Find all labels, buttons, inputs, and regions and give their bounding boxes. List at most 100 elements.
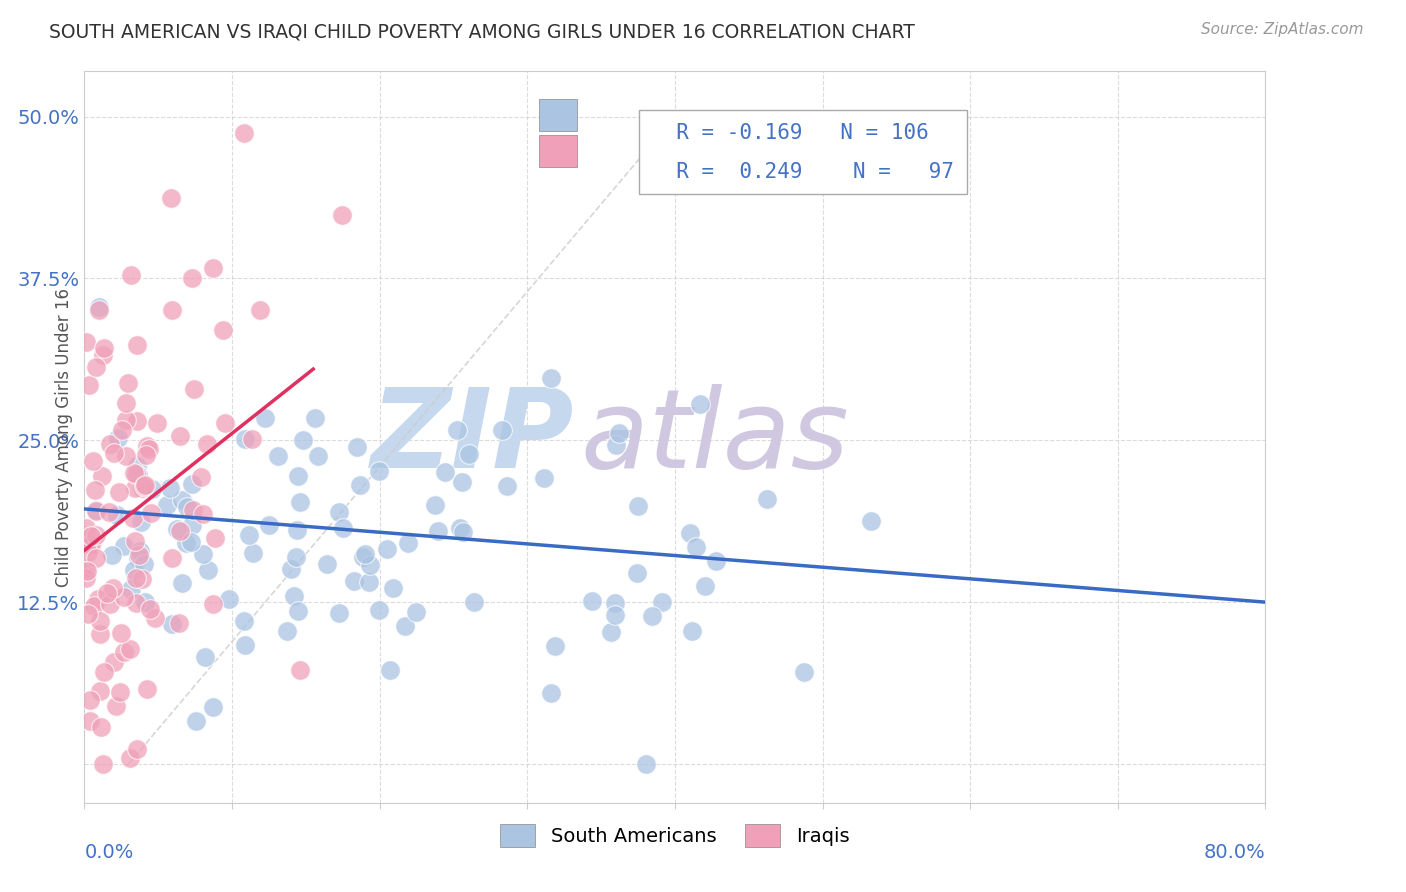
Point <box>93 341 115 355</box>
Point <box>105 699 128 714</box>
Point <box>118 751 141 765</box>
Point <box>83 599 105 613</box>
Point <box>328 505 350 519</box>
Point <box>603 596 626 610</box>
Point <box>287 523 309 537</box>
Point <box>91 756 114 771</box>
Point <box>181 502 204 516</box>
Point <box>112 539 135 553</box>
Point <box>98 436 121 450</box>
Point <box>89 614 111 628</box>
Point <box>626 566 648 581</box>
Point <box>160 551 183 566</box>
Bar <box>538 136 576 168</box>
Point <box>184 714 207 728</box>
Point <box>89 627 111 641</box>
Point <box>134 478 156 492</box>
Point <box>105 508 128 523</box>
Point <box>124 563 146 577</box>
Point <box>90 469 112 483</box>
Point <box>685 540 707 554</box>
Point <box>253 411 276 425</box>
Point <box>367 464 389 478</box>
Point <box>197 563 219 577</box>
Point <box>80 537 103 551</box>
Point <box>540 686 562 700</box>
Point <box>145 611 167 625</box>
Point <box>641 608 664 623</box>
Point <box>101 548 124 562</box>
Point <box>204 531 226 545</box>
Point <box>138 602 160 616</box>
Text: SOUTH AMERICAN VS IRAQI CHILD POVERTY AMONG GIRLS UNDER 16 CORRELATION CHART: SOUTH AMERICAN VS IRAQI CHILD POVERTY AM… <box>49 22 915 41</box>
Point <box>135 448 157 462</box>
Point <box>287 603 309 617</box>
Point <box>681 624 703 638</box>
Point <box>581 594 603 608</box>
Point <box>233 614 256 628</box>
Point <box>77 378 100 392</box>
Point <box>233 126 256 140</box>
Point <box>180 535 202 549</box>
Point <box>146 417 169 431</box>
Point <box>496 479 519 493</box>
Point <box>349 478 371 492</box>
Point <box>103 581 125 595</box>
Point <box>689 397 711 411</box>
Point <box>242 546 264 560</box>
Point <box>122 510 145 524</box>
Point <box>96 586 118 600</box>
Point <box>172 575 194 590</box>
Point <box>128 543 150 558</box>
Point <box>110 625 132 640</box>
Point <box>84 483 107 497</box>
Point <box>607 425 630 440</box>
Point <box>128 548 150 562</box>
Text: atlas: atlas <box>581 384 849 491</box>
Point <box>359 558 381 573</box>
Point <box>194 649 217 664</box>
Point <box>125 571 148 585</box>
Point <box>169 429 191 443</box>
Point <box>124 481 146 495</box>
Point <box>285 550 308 565</box>
Point <box>343 574 366 589</box>
Point <box>359 575 381 590</box>
Text: Source: ZipAtlas.com: Source: ZipAtlas.com <box>1201 22 1364 37</box>
Point <box>174 535 197 549</box>
Point <box>450 475 472 489</box>
Point <box>405 605 427 619</box>
Point <box>115 412 138 426</box>
Point <box>87 591 110 606</box>
Point <box>354 547 377 561</box>
Point <box>160 302 183 317</box>
Point <box>183 382 205 396</box>
Point <box>283 589 305 603</box>
Point <box>135 682 157 697</box>
Point <box>131 481 153 495</box>
Point <box>86 528 108 542</box>
Point <box>533 471 555 485</box>
Point <box>125 596 148 610</box>
Point <box>190 470 212 484</box>
Point <box>352 550 374 565</box>
Point <box>449 520 471 534</box>
Point <box>103 446 125 460</box>
Point <box>446 423 468 437</box>
Point <box>131 573 153 587</box>
Point <box>160 190 183 204</box>
Point <box>84 504 107 518</box>
Point <box>755 491 778 506</box>
Point <box>426 524 449 539</box>
Point <box>75 521 97 535</box>
Point <box>89 300 111 314</box>
Point <box>378 664 401 678</box>
Point <box>114 395 136 409</box>
Text: ZIP: ZIP <box>371 384 575 491</box>
Point <box>136 439 159 453</box>
Point <box>124 533 146 548</box>
Point <box>120 268 142 282</box>
Point <box>181 517 204 532</box>
Point <box>605 438 627 452</box>
Point <box>159 481 181 495</box>
